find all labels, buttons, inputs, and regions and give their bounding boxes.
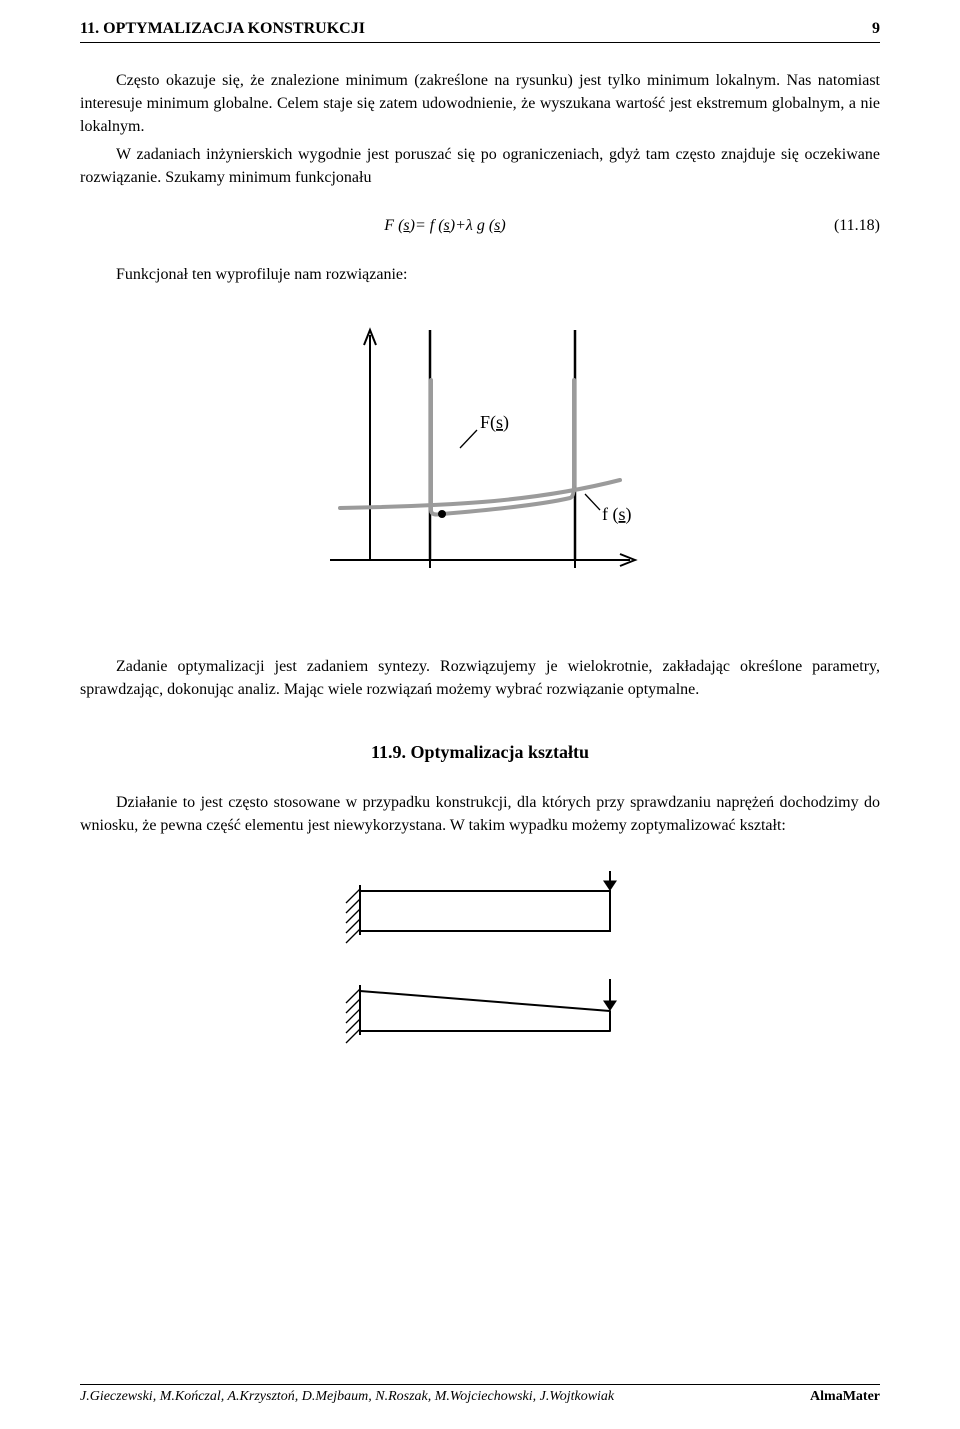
paragraph-2: W zadaniach inżynierskich wygodnie jest …	[80, 143, 880, 189]
paragraph-1: Często okazuje się, że znalezione minimu…	[80, 69, 880, 139]
beam-diagram	[290, 871, 670, 1081]
equation-body: F (s)= f (s)+λ g (s)	[80, 217, 810, 235]
paragraph-3: Funkcjonał ten wyprofiluje nam rozwiązan…	[80, 263, 880, 286]
equation-number: (11.18)	[810, 217, 880, 235]
paragraph-5: Działanie to jest często stosowane w prz…	[80, 791, 880, 837]
footer-brand: AlmaMater	[810, 1389, 880, 1405]
beam-figure	[80, 871, 880, 1086]
svg-text:F(s): F(s)	[480, 412, 509, 433]
paragraph-4: Zadanie optymalizacji jest zadaniem synt…	[80, 655, 880, 701]
page-header: 11. OPTYMALIZACJA KONSTRUKCJI 9	[80, 20, 880, 43]
section-title: 11.9. Optymalizacja kształtu	[80, 742, 880, 763]
chart-figure: F(s) f (s)	[80, 320, 880, 605]
functional-chart: F(s) f (s)	[300, 320, 660, 600]
page-footer: J.Gieczewski, M.Kończal, A.Krzysztoń, D.…	[80, 1384, 880, 1405]
svg-text:f (s): f (s)	[602, 504, 632, 525]
header-title: 11. OPTYMALIZACJA KONSTRUKCJI	[80, 20, 365, 38]
page-number: 9	[872, 20, 880, 38]
footer-authors: J.Gieczewski, M.Kończal, A.Krzysztoń, D.…	[80, 1389, 614, 1405]
equation-row: F (s)= f (s)+λ g (s) (11.18)	[80, 217, 880, 235]
